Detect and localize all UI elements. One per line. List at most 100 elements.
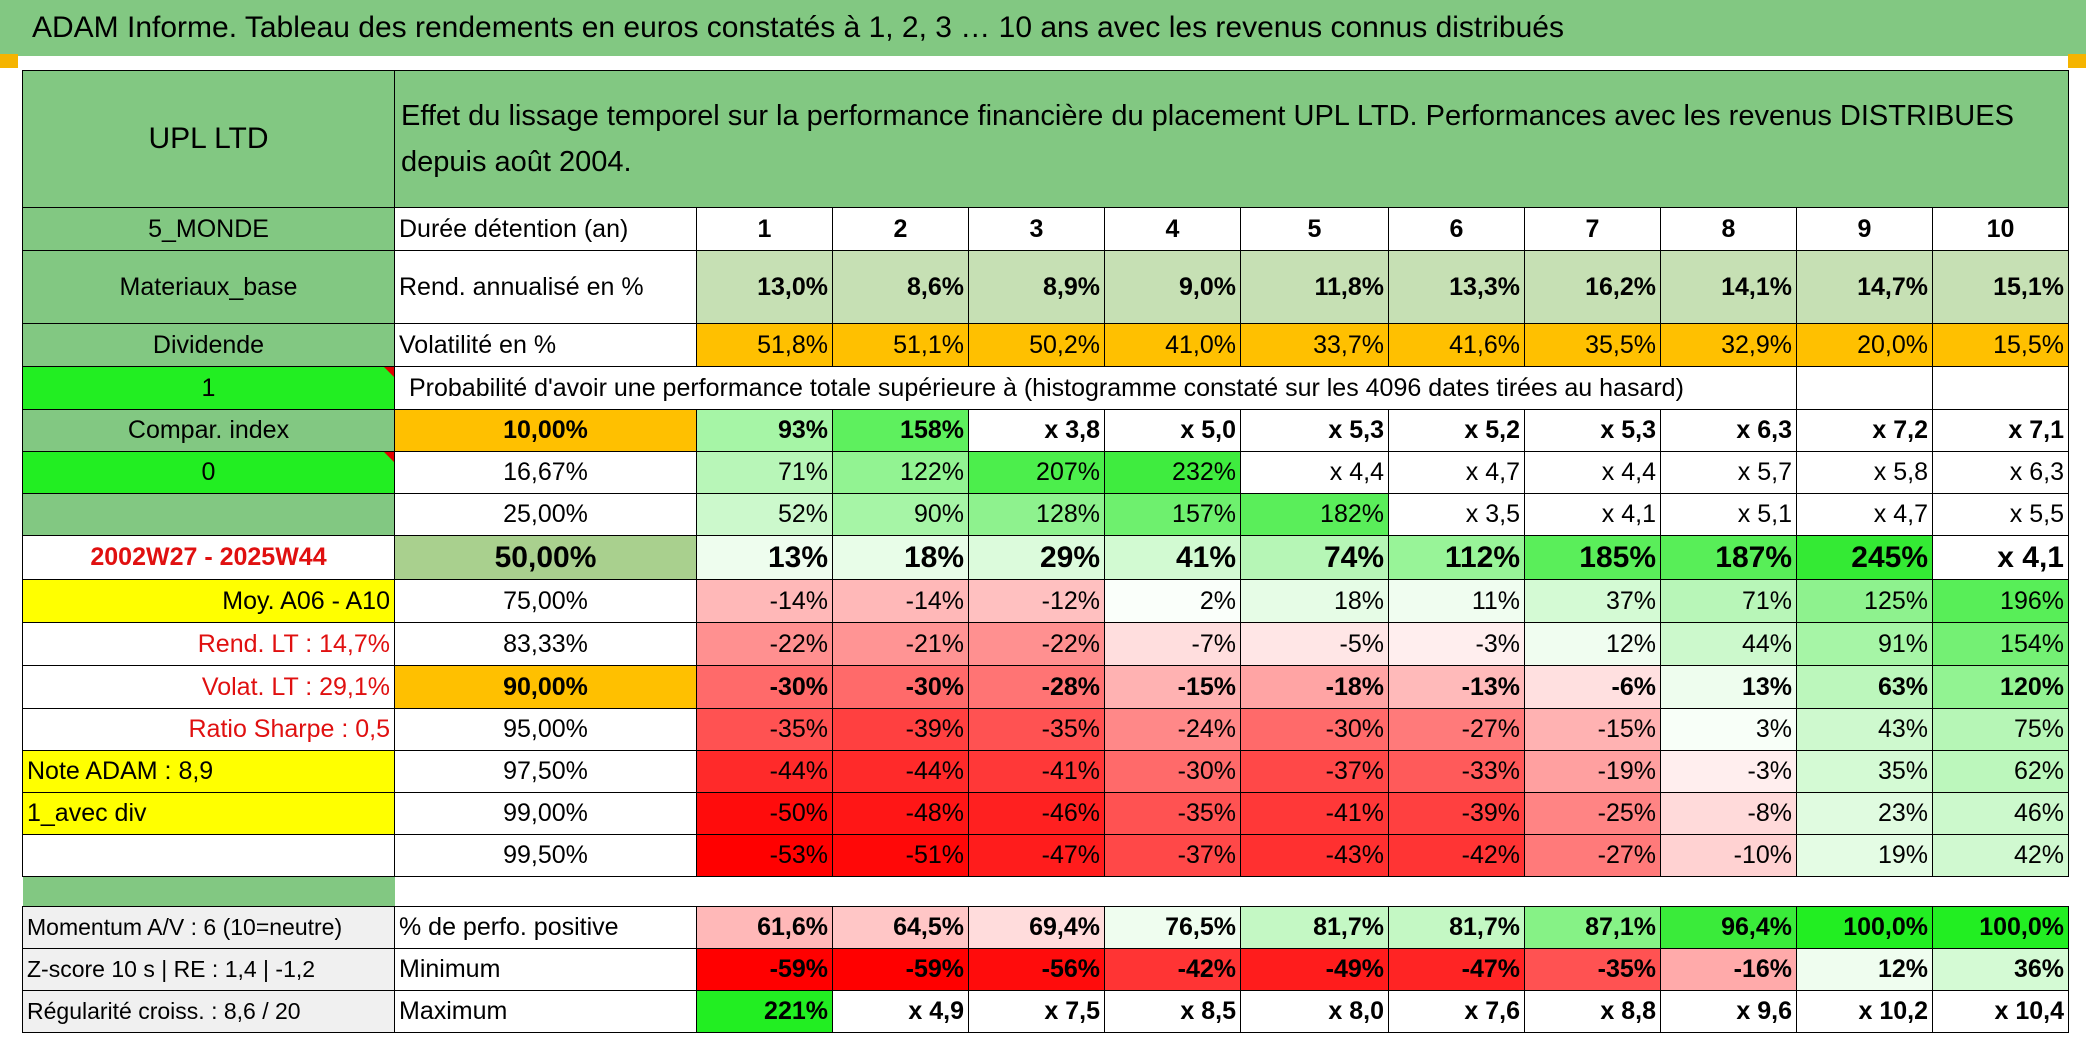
quantile-value: -28%	[968, 665, 1105, 709]
volat-value: 51,1%	[832, 323, 969, 367]
quantile-label: 16,67%	[394, 451, 697, 494]
quantile-label: 83,33%	[394, 622, 697, 666]
rend-value: 13,0%	[696, 250, 833, 324]
region-label: 5_MONDE	[22, 207, 395, 251]
quantile-value: x 5,3	[1524, 409, 1661, 452]
volat-lt-label: Volat. LT : 29,1%	[22, 665, 395, 709]
quantile-value: -50%	[696, 792, 833, 835]
maximum-label: Maximum	[394, 990, 697, 1033]
positive-value: 100,0%	[1932, 906, 2069, 949]
quantile-value: 12%	[1524, 622, 1661, 666]
quantile-value: 71%	[696, 451, 833, 494]
quantile-value: -22%	[968, 622, 1105, 666]
zscore-label: Z-score 10 s | RE : 1,4 | -1,2	[22, 948, 395, 991]
rend-value: 8,6%	[832, 250, 969, 324]
rend-value: 9,0%	[1104, 250, 1241, 324]
quantile-value: -24%	[1104, 708, 1241, 751]
quantile-value: 43%	[1796, 708, 1933, 751]
minimum-value: -59%	[832, 948, 969, 991]
compar-index-label: Compar. index	[22, 409, 395, 452]
income-label: Dividende	[22, 323, 395, 367]
quantile-value: 18%	[832, 535, 969, 580]
quantile-value: 42%	[1932, 834, 2069, 877]
quantile-value: -6%	[1524, 665, 1661, 709]
note-adam-label: Note ADAM : 8,9	[22, 750, 395, 793]
minimum-value: -16%	[1660, 948, 1797, 991]
duree-label: Durée détention (an)	[394, 207, 697, 251]
quantile-label: 99,50%	[394, 834, 697, 877]
quantile-value: 13%	[1660, 665, 1797, 709]
quantile-value: x 3,5	[1388, 493, 1525, 536]
positive-value: 87,1%	[1524, 906, 1661, 949]
empty-green-cell	[22, 493, 395, 536]
quantile-label: 97,50%	[394, 750, 697, 793]
volat-value: 35,5%	[1524, 323, 1661, 367]
quantile-value: -12%	[968, 579, 1105, 623]
flag-zero: 0	[22, 451, 395, 494]
volat-value: 50,2%	[968, 323, 1105, 367]
positive-value: 64,5%	[832, 906, 969, 949]
quantile-value: 154%	[1932, 622, 2069, 666]
quantile-value: 71%	[1660, 579, 1797, 623]
quantile-label: 10,00%	[394, 409, 697, 452]
sharpe-label: Ratio Sharpe : 0,5	[22, 708, 395, 751]
regularite-label: Régularité croiss. : 8,6 / 20	[22, 990, 395, 1033]
quantile-value: 23%	[1796, 792, 1933, 835]
flag-one: 1	[22, 366, 395, 410]
quantile-value: -41%	[1240, 792, 1389, 835]
year-header: 4	[1104, 207, 1241, 251]
quantile-value: -37%	[1104, 834, 1241, 877]
volat-label: Volatilité en %	[394, 323, 697, 367]
quantile-value: -27%	[1524, 834, 1661, 877]
rend-value: 8,9%	[968, 250, 1105, 324]
quantile-value: 41%	[1104, 535, 1241, 580]
volat-value: 41,6%	[1388, 323, 1525, 367]
quantile-value: -14%	[696, 579, 833, 623]
quantile-value: -3%	[1388, 622, 1525, 666]
minimum-value: -47%	[1388, 948, 1525, 991]
proba-empty-9	[1796, 366, 1933, 410]
quantile-value: 3%	[1660, 708, 1797, 751]
minimum-value: -42%	[1104, 948, 1241, 991]
quantile-value: -30%	[1240, 708, 1389, 751]
moyenne-label: Moy. A06 - A10	[22, 579, 395, 623]
quantile-value: -13%	[1388, 665, 1525, 709]
quantile-value: 157%	[1104, 493, 1241, 536]
minimum-value: -49%	[1240, 948, 1389, 991]
quantile-value: x 6,3	[1660, 409, 1797, 452]
quantile-value: -35%	[696, 708, 833, 751]
proba-label: Probabilité d'avoir une performance tota…	[394, 366, 1797, 410]
quantile-value: 232%	[1104, 451, 1241, 494]
quantile-value: -46%	[968, 792, 1105, 835]
rend-value: 15,1%	[1932, 250, 2069, 324]
maximum-value: x 10,2	[1796, 990, 1933, 1033]
quantile-value: -15%	[1524, 708, 1661, 751]
rend-value: 14,7%	[1796, 250, 1933, 324]
quantile-value: -22%	[696, 622, 833, 666]
quantile-value: x 4,7	[1388, 451, 1525, 494]
quantile-value: 120%	[1932, 665, 2069, 709]
empty-cell	[22, 834, 395, 877]
quantile-value: x 5,2	[1388, 409, 1525, 452]
volat-value: 41,0%	[1104, 323, 1241, 367]
maximum-value: x 9,6	[1660, 990, 1797, 1033]
quantile-value: -5%	[1240, 622, 1389, 666]
volat-value: 15,5%	[1932, 323, 2069, 367]
spacer-green	[22, 876, 395, 907]
quantile-value: -42%	[1388, 834, 1525, 877]
positive-value: 96,4%	[1660, 906, 1797, 949]
minimum-value: -35%	[1524, 948, 1661, 991]
quantile-value: x 5,3	[1240, 409, 1389, 452]
positive-value: 81,7%	[1388, 906, 1525, 949]
period-label: 2002W27 - 2025W44	[22, 535, 395, 580]
corner-mark-right	[2068, 54, 2086, 68]
quantile-value: -51%	[832, 834, 969, 877]
quantile-value: -48%	[832, 792, 969, 835]
quantile-value: 185%	[1524, 535, 1661, 580]
volat-value: 32,9%	[1660, 323, 1797, 367]
year-header: 1	[696, 207, 833, 251]
performance-table: UPL LTD Effet du lissage temporel sur la…	[22, 70, 2069, 1033]
quantile-value: 187%	[1660, 535, 1797, 580]
maximum-value: x 7,6	[1388, 990, 1525, 1033]
quantile-value: -39%	[1388, 792, 1525, 835]
